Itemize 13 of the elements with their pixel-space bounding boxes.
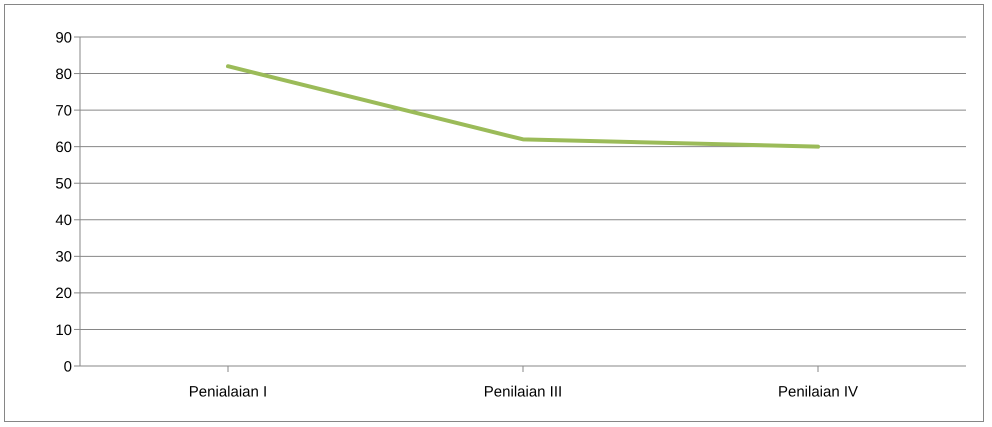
- x-tick-label: Penilaian III: [484, 384, 562, 401]
- y-tick-label: 20: [55, 285, 72, 302]
- y-tick-label: 60: [55, 138, 72, 156]
- y-tick-label: 90: [55, 29, 72, 46]
- y-tick-label: 70: [55, 102, 72, 120]
- y-tick-label: 30: [55, 248, 72, 266]
- y-tick-label: 80: [55, 66, 72, 83]
- y-tick-label: 0: [64, 358, 72, 376]
- y-tick-label: 40: [55, 212, 72, 230]
- y-tick-label: 10: [55, 322, 72, 339]
- x-tick-label: Penialaian I: [188, 384, 268, 401]
- x-tick-label: Penilaian IV: [778, 384, 858, 401]
- y-tick-label: 50: [55, 176, 72, 193]
